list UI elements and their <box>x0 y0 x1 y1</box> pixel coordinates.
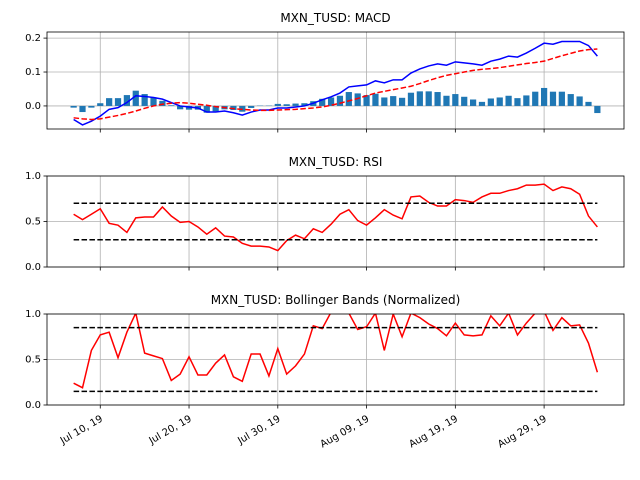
bar <box>381 97 388 106</box>
bar <box>398 97 406 106</box>
line <box>73 48 598 121</box>
bar <box>79 105 86 113</box>
bar <box>532 91 539 106</box>
bar <box>88 105 95 108</box>
plot-area <box>73 314 599 393</box>
line <box>73 40 598 126</box>
bar <box>487 98 494 106</box>
bar <box>327 97 335 106</box>
subplot: MXN_TUSD: MACD 0.0 0.1 0.2 <box>25 11 625 133</box>
y-tick-label: 0.0 <box>25 101 41 112</box>
bar <box>558 91 565 106</box>
x-tick-label: Aug 29, 19 <box>496 414 549 451</box>
bar <box>212 105 219 112</box>
bar <box>416 91 423 106</box>
y-tick-label: 1.0 <box>25 171 41 182</box>
bar <box>70 105 77 108</box>
y-tick-label: 0.1 <box>25 67 41 78</box>
bar <box>114 98 122 106</box>
y-tick-label: 0.2 <box>25 33 41 44</box>
x-tick-label: Jul 30, 19 <box>235 414 282 448</box>
x-tick-label: Jul 20, 19 <box>147 414 194 448</box>
bar <box>354 93 361 106</box>
plot-area <box>73 183 598 252</box>
y-tick-label: 0.0 <box>25 400 41 411</box>
axes-frame <box>46 31 625 130</box>
y-tick-label: 0.5 <box>25 355 41 366</box>
bar <box>301 103 308 106</box>
bar <box>141 94 148 106</box>
axes-frame <box>46 313 625 406</box>
bar <box>594 105 601 114</box>
bar <box>106 98 113 106</box>
chart-title: MXN_TUSD: Bollinger Bands (Normalized) <box>211 293 461 307</box>
y-tick-label: 0.0 <box>25 262 41 273</box>
line <box>73 183 598 252</box>
x-tick-label: Aug 09, 19 <box>319 414 372 451</box>
bar <box>461 96 468 106</box>
bar <box>425 91 432 106</box>
bar <box>434 92 441 106</box>
x-tick-label: Jul 10, 19 <box>58 414 105 448</box>
plot-area <box>70 40 601 126</box>
y-tick-label: 0.5 <box>25 217 41 228</box>
bar <box>123 95 130 106</box>
chart-title: MXN_TUSD: MACD <box>280 11 390 25</box>
bar <box>345 92 352 106</box>
bar <box>292 103 299 106</box>
bar <box>336 95 344 106</box>
bar <box>185 105 193 110</box>
bar <box>407 92 415 106</box>
subplot: MXN_TUSD: RSI 0.0 0.5 1.0 <box>25 155 625 273</box>
bar <box>541 87 548 106</box>
bar <box>168 105 175 106</box>
bar <box>319 98 326 106</box>
bar <box>203 105 210 113</box>
bar <box>469 99 477 106</box>
bar <box>132 90 139 106</box>
bar <box>567 94 574 106</box>
bar <box>496 97 503 106</box>
axes-frame <box>46 175 625 268</box>
bar <box>283 104 290 106</box>
x-tick-label: Aug 19, 19 <box>407 414 460 451</box>
bar <box>363 95 370 106</box>
bar <box>576 96 583 106</box>
bar <box>505 95 512 106</box>
bar <box>274 103 281 106</box>
bar <box>159 100 166 106</box>
bar <box>514 98 521 106</box>
bar <box>523 95 530 106</box>
bar <box>390 96 397 106</box>
line <box>73 314 599 389</box>
bar <box>177 105 184 110</box>
bar <box>97 103 104 106</box>
bar <box>549 91 557 106</box>
y-tick-label: 1.0 <box>25 309 41 320</box>
chart-title: MXN_TUSD: RSI <box>289 155 383 169</box>
bar <box>150 97 157 106</box>
bar <box>478 101 486 106</box>
bar <box>372 93 379 106</box>
bar <box>585 101 592 106</box>
bar <box>452 94 459 106</box>
subplot: MXN_TUSD: Bollinger Bands (Normalized) Ju… <box>25 293 625 451</box>
bar <box>443 95 450 106</box>
bar <box>248 105 255 108</box>
